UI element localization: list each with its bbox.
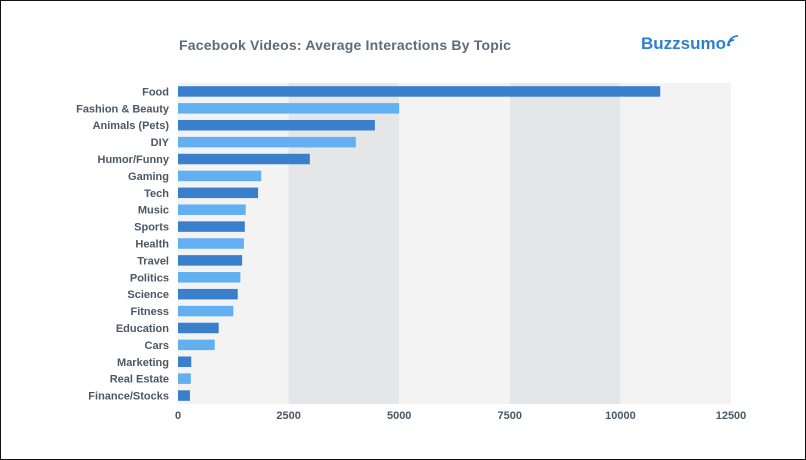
- category-label: Animals (Pets): [93, 120, 170, 132]
- bar: [178, 288, 238, 300]
- category-label: Food: [142, 86, 169, 98]
- bar: [178, 170, 262, 182]
- bar: [178, 238, 244, 249]
- signal-icon: [727, 35, 739, 47]
- category-label: Fitness: [130, 306, 169, 318]
- bar: [178, 153, 310, 165]
- category-label: Humor/Funny: [98, 154, 170, 166]
- category-label: Music: [138, 205, 169, 217]
- x-tick-label: 5000: [387, 410, 411, 422]
- category-label: Fashion & Beauty: [76, 103, 170, 115]
- category-label: Marketing: [117, 357, 169, 369]
- category-label: Health: [135, 239, 169, 251]
- grid-band: [288, 83, 400, 404]
- bar: [178, 272, 241, 283]
- x-tick-label: 10000: [605, 410, 636, 422]
- bar: [178, 86, 661, 97]
- category-label: Tech: [144, 188, 169, 200]
- grid-band: [620, 83, 731, 404]
- bar: [178, 339, 215, 351]
- bar: [178, 187, 259, 199]
- category-label: Cars: [145, 340, 169, 352]
- category-label: Real Estate: [110, 374, 169, 386]
- grid-band: [399, 83, 510, 404]
- bar: [178, 356, 192, 368]
- x-tick-label: 0: [175, 410, 181, 422]
- brand-name: Buzzsumo: [641, 34, 726, 53]
- category-label: Science: [127, 289, 169, 301]
- x-tick-labels: 0 2500 5000 7500 10000 12500: [175, 410, 746, 422]
- bar: [178, 305, 234, 317]
- bar: [178, 204, 246, 215]
- bar: [178, 103, 400, 114]
- bar-series: [178, 86, 661, 401]
- x-tick-label: 2500: [276, 410, 300, 422]
- category-label: Finance/Stocks: [88, 391, 169, 403]
- grid-bands: [178, 83, 731, 404]
- x-tick-label: 7500: [498, 410, 522, 422]
- category-label: Education: [116, 323, 169, 335]
- category-label: DIY: [151, 137, 170, 149]
- category-label: Sports: [134, 222, 169, 234]
- category-label: Travel: [137, 255, 169, 267]
- brand-logo: Buzzsumo: [641, 34, 739, 54]
- bar: [178, 390, 190, 401]
- category-label: Politics: [130, 272, 169, 284]
- bar: [178, 322, 219, 334]
- bar: [178, 221, 245, 232]
- chart-title: Facebook Videos: Average Interactions By…: [179, 37, 512, 53]
- x-tick-label: 12500: [716, 410, 747, 422]
- bar: [178, 373, 191, 384]
- bar: [178, 119, 375, 131]
- grid-band: [509, 83, 621, 404]
- category-label: Gaming: [128, 171, 169, 183]
- category-labels: Food Fashion & Beauty Animals (Pets) DIY Hum…: [76, 86, 170, 402]
- bar: [178, 136, 356, 148]
- bar: [178, 255, 243, 266]
